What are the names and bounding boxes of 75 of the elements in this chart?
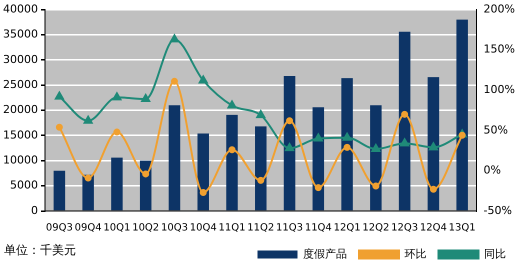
text: 单位：千美元	[4, 242, 76, 259]
y2-tick-label: 150%	[484, 42, 516, 56]
y-tick-label: 10000	[2, 154, 38, 167]
x-tick-label: 11Q4	[304, 222, 332, 234]
bar	[54, 170, 66, 210]
point	[141, 94, 150, 102]
bar	[255, 126, 267, 210]
x-tick-label: 10Q1	[103, 222, 130, 234]
x-tick-label: 11Q3	[276, 222, 304, 234]
y-tick-label: 25000	[2, 78, 38, 91]
bar	[428, 77, 440, 210]
y-tick-label: 35000	[2, 28, 38, 41]
point	[142, 170, 150, 178]
x-tick-label: 09Q4	[74, 222, 102, 234]
x-tick-label: 10Q2	[132, 222, 160, 234]
point	[400, 138, 410, 146]
bar	[341, 78, 353, 210]
bar	[168, 105, 180, 210]
y-tick-label: 30000	[2, 52, 38, 66]
x-tick-label: 12Q2	[362, 222, 390, 234]
point	[256, 110, 266, 118]
legend-label: 度假产品	[303, 247, 347, 260]
point	[170, 78, 178, 85]
point	[228, 146, 236, 154]
y2-tick-label: 0%	[484, 164, 502, 177]
x-tick-label: 09Q3	[46, 222, 73, 234]
point	[286, 117, 294, 124]
y2-tick-label: 200%	[484, 2, 516, 16]
x-tick-label: 11Q1	[218, 222, 246, 234]
x-tick-label: 10Q3	[160, 222, 188, 234]
point	[342, 132, 352, 141]
bar	[312, 107, 324, 210]
legend-label: 同比	[484, 247, 506, 260]
point	[428, 142, 438, 150]
bar	[197, 133, 209, 210]
bar	[111, 158, 123, 210]
point	[113, 128, 120, 136]
point	[372, 182, 380, 190]
point	[84, 116, 93, 124]
y-tick-label: 15000	[2, 128, 38, 142]
y2-tick-label: 50%	[484, 123, 508, 136]
point	[56, 124, 63, 131]
x-tick-label: 13Q1	[448, 222, 476, 234]
y-tick-label: 20000	[2, 103, 38, 116]
point	[314, 184, 322, 192]
point	[371, 144, 380, 152]
point	[228, 100, 236, 108]
bar	[398, 32, 410, 210]
x-tick-label: 10Q4	[190, 222, 217, 234]
bar	[456, 20, 468, 210]
point	[257, 176, 264, 184]
point	[54, 92, 64, 100]
x-tick-label: 11Q2	[247, 222, 274, 234]
point	[170, 34, 179, 42]
point	[112, 92, 122, 100]
y-tick-label: 40000	[2, 2, 38, 16]
y2-tick-label: 100%	[484, 83, 516, 96]
point	[200, 188, 207, 196]
x-tick-label: 12Q1	[334, 222, 361, 234]
y2-tick-label: -50%	[484, 204, 512, 217]
point	[84, 174, 92, 182]
point	[198, 75, 208, 84]
y-tick-label: 5000	[10, 178, 38, 192]
bar	[284, 76, 296, 210]
x-tick-label: 12Q4	[420, 222, 447, 234]
point	[401, 110, 408, 118]
legend-label: 环比	[404, 247, 426, 260]
bar	[226, 114, 238, 210]
x-tick-label: 12Q3	[391, 222, 418, 234]
point	[430, 186, 437, 193]
point	[344, 144, 351, 151]
y-tick-label: 0	[30, 204, 38, 217]
point	[458, 132, 466, 139]
point	[285, 143, 294, 152]
point	[314, 133, 323, 142]
